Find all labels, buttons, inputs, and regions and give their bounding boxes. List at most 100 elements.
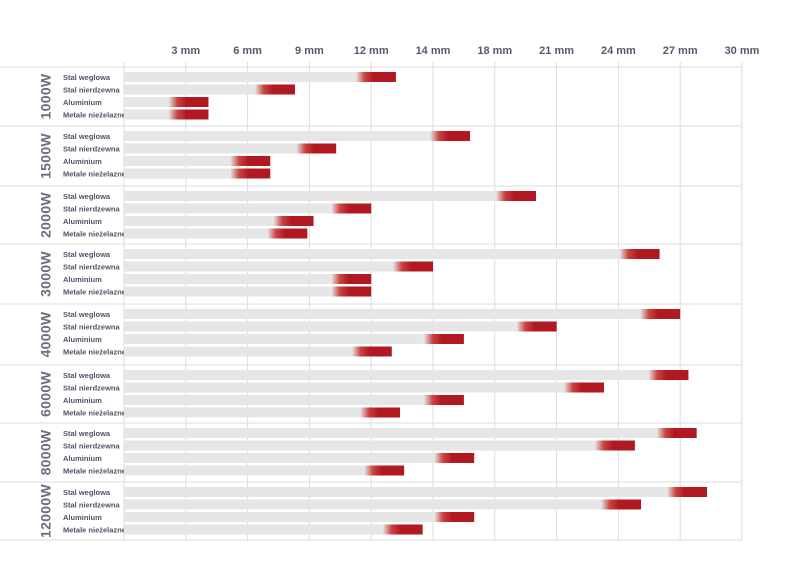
material-label: Stal weglowa bbox=[63, 132, 111, 141]
material-label: Stal weglowa bbox=[63, 371, 111, 380]
material-label: Stal nierdzewna bbox=[63, 204, 121, 213]
power-group-label: 3000W bbox=[38, 251, 54, 297]
bar-track bbox=[124, 131, 431, 141]
x-tick-label: 24 mm bbox=[601, 45, 636, 57]
power-group-label: 12000W bbox=[38, 484, 54, 538]
x-tick-label: 3 mm bbox=[171, 45, 200, 57]
material-label: Stal weglowa bbox=[63, 250, 111, 259]
bar-track bbox=[124, 487, 667, 497]
bar-max-thickness bbox=[434, 512, 475, 522]
material-label: Stal nierdzewna bbox=[63, 383, 121, 392]
bar-track bbox=[124, 334, 424, 344]
material-label: Aluminium bbox=[63, 513, 102, 522]
material-label: Stal nierdzewna bbox=[63, 441, 121, 450]
group-12000W: 12000W Stal weglowa Stal nierdzewna Alumini… bbox=[38, 484, 707, 538]
bar-track bbox=[124, 97, 169, 107]
bar-track bbox=[124, 286, 332, 297]
material-label: Aluminium bbox=[63, 157, 102, 166]
bar-max-thickness bbox=[601, 499, 642, 510]
x-tick-label: 12 mm bbox=[354, 45, 389, 57]
gridlines bbox=[0, 62, 743, 541]
bar-track bbox=[124, 228, 268, 239]
bar-max-thickness bbox=[230, 168, 271, 179]
material-label: Stal weglowa bbox=[63, 192, 111, 201]
material-label: Stal nierdzewna bbox=[63, 144, 121, 153]
bar-track bbox=[124, 216, 274, 226]
bar-max-thickness bbox=[430, 131, 471, 141]
material-label: Aluminium bbox=[63, 396, 102, 405]
x-tick-label: 21 mm bbox=[539, 45, 574, 57]
bar-max-thickness bbox=[393, 261, 433, 272]
x-axis-ticks: 3 mm 6 mm 9 mm 12 mm 14 mm 18 mm 21 mm 24 mm 27 … bbox=[171, 45, 759, 57]
material-label: Metale nieżelazne bbox=[63, 287, 126, 296]
material-label: Stal weglowa bbox=[63, 310, 111, 319]
bar-max-thickness bbox=[423, 395, 464, 405]
bar-max-thickness bbox=[273, 216, 314, 226]
bar-track bbox=[124, 84, 255, 95]
power-group-label: 4000W bbox=[38, 311, 54, 357]
bar-track bbox=[124, 191, 496, 201]
group-1000W: 1000W Stal weglowa Stal nierdzewna Aluminiu… bbox=[38, 72, 396, 120]
material-label: Stal nierdzewna bbox=[63, 322, 121, 331]
bar-max-thickness bbox=[434, 453, 475, 463]
material-label: Metale nieżelazne bbox=[63, 347, 126, 356]
bar-track bbox=[124, 370, 649, 380]
power-group-label: 8000W bbox=[38, 429, 54, 475]
bar-track bbox=[124, 465, 365, 476]
bar-max-thickness bbox=[423, 334, 464, 344]
material-label: Stal weglowa bbox=[63, 429, 111, 438]
x-tick-label: 9 mm bbox=[295, 45, 324, 57]
bar-max-thickness bbox=[230, 156, 271, 166]
bar-max-thickness bbox=[364, 465, 405, 476]
group-6000W: 6000W Stal weglowa Stal nierdzewna Aluminiu… bbox=[38, 370, 689, 418]
bar-track bbox=[124, 512, 435, 522]
bar-track bbox=[124, 321, 517, 332]
bar-track bbox=[124, 440, 595, 451]
bar-max-thickness bbox=[168, 109, 209, 120]
material-label: Aluminium bbox=[63, 454, 102, 463]
bar-max-thickness bbox=[296, 143, 337, 154]
bar-track bbox=[124, 309, 641, 319]
bar-track bbox=[124, 168, 231, 179]
bar-track bbox=[124, 274, 332, 284]
material-label: Stal nierdzewna bbox=[63, 262, 121, 271]
bar-max-thickness bbox=[619, 249, 660, 259]
material-label: Aluminium bbox=[63, 335, 102, 344]
power-groups: 1000W Stal weglowa Stal nierdzewna Aluminiu… bbox=[38, 72, 707, 538]
bar-track bbox=[124, 346, 352, 357]
group-2000W: 2000W Stal weglowa Stal nierdzewna Aluminiu… bbox=[38, 191, 536, 239]
bar-track bbox=[124, 72, 356, 82]
material-label: Aluminium bbox=[63, 275, 102, 284]
bar-max-thickness bbox=[666, 487, 707, 497]
material-label: Metale nieżelazne bbox=[63, 169, 126, 178]
x-tick-label: 14 mm bbox=[416, 45, 451, 57]
material-label: Aluminium bbox=[63, 98, 102, 107]
bar-track bbox=[124, 203, 332, 214]
bar-track bbox=[124, 143, 297, 154]
x-tick-label: 6 mm bbox=[233, 45, 262, 57]
bar-max-thickness bbox=[267, 228, 308, 239]
material-label: Metale nieżelazne bbox=[63, 408, 126, 417]
bar-max-thickness bbox=[331, 274, 372, 284]
material-label: Stal weglowa bbox=[63, 488, 111, 497]
bar-track bbox=[124, 249, 620, 259]
power-group-label: 6000W bbox=[38, 371, 54, 417]
bar-track bbox=[124, 499, 602, 510]
bar-track bbox=[124, 524, 383, 535]
bar-max-thickness bbox=[331, 203, 372, 214]
bar-track bbox=[124, 109, 169, 120]
bar-track bbox=[124, 453, 435, 463]
x-tick-label: 27 mm bbox=[663, 45, 698, 57]
bar-max-thickness bbox=[360, 407, 401, 418]
group-1500W: 1500W Stal weglowa Stal nierdzewna Aluminiu… bbox=[38, 131, 471, 179]
x-tick-label: 30 mm bbox=[725, 45, 760, 57]
material-label: Stal weglowa bbox=[63, 73, 111, 82]
group-4000W: 4000W Stal weglowa Stal nierdzewna Aluminiu… bbox=[38, 309, 681, 357]
bar-track bbox=[124, 428, 657, 438]
power-group-label: 1500W bbox=[38, 133, 54, 179]
material-label: Aluminium bbox=[63, 217, 102, 226]
group-3000W: 3000W Stal weglowa Stal nierdzewna Aluminiu… bbox=[38, 249, 660, 297]
material-label: Metale nieżelazne bbox=[63, 229, 126, 238]
material-label: Metale nieżelazne bbox=[63, 525, 126, 534]
